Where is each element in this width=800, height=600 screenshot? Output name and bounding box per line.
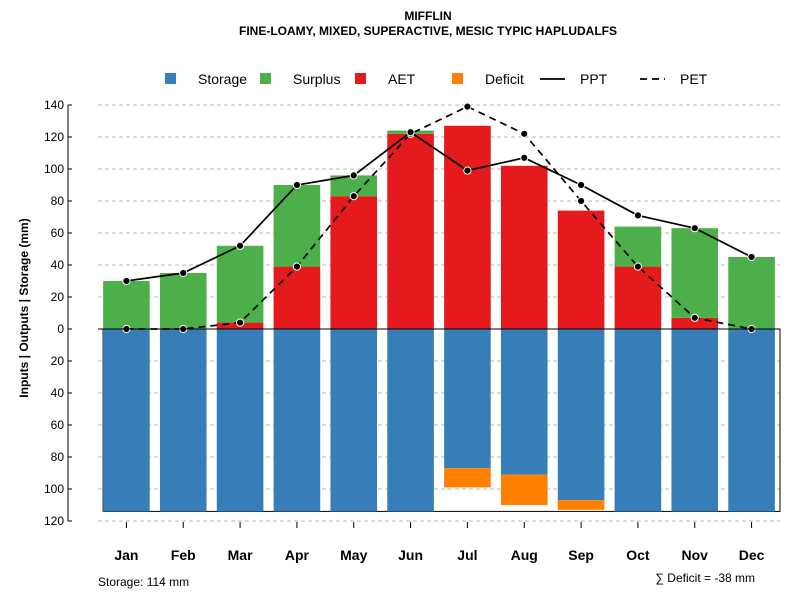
y-tick-label: 100	[44, 162, 64, 176]
pet-point	[520, 129, 529, 138]
pet-point	[292, 262, 302, 271]
legend-label-surplus: Surplus	[293, 71, 340, 87]
storage-bar	[159, 329, 207, 512]
x-tick-label: Aug	[511, 547, 538, 563]
legend-label-pet: PET	[680, 71, 708, 87]
deficit-bar	[444, 468, 491, 488]
pet-line	[126, 105, 752, 330]
ppt-point	[235, 241, 245, 250]
surplus-bar	[216, 245, 264, 323]
storage-bar	[273, 329, 321, 512]
aet-bar	[500, 165, 548, 329]
chart-title: MIFFLIN	[404, 9, 451, 23]
storage-bar	[728, 329, 775, 512]
ppt-point	[406, 128, 415, 137]
y-tick-label: 0	[57, 322, 64, 336]
footer-deficit: ∑ Deficit = -38 mm	[655, 571, 755, 585]
y-tick-label: 80	[51, 450, 65, 464]
y-tick-label: 40	[51, 386, 65, 400]
pet-point	[463, 102, 472, 111]
x-tick-label: Feb	[171, 547, 196, 563]
x-tick-label: Nov	[682, 547, 709, 563]
storage-bar	[614, 329, 662, 512]
aet-bar	[330, 196, 378, 329]
storage-bar	[671, 329, 719, 512]
surplus-bar	[330, 175, 378, 197]
legend-swatch-deficit	[452, 73, 463, 84]
grid-lines	[98, 104, 780, 522]
storage-bar	[330, 329, 378, 512]
storage-bar	[557, 329, 605, 501]
ppt-point	[690, 224, 699, 233]
ppt-point	[179, 268, 188, 278]
y-tick-label: 120	[44, 130, 64, 144]
x-tick-label: Jun	[398, 547, 423, 563]
y-tick-label: 140	[44, 98, 64, 112]
legend-label-deficit: Deficit	[485, 71, 524, 87]
y-tick-label: 100	[44, 482, 64, 496]
storage-bar	[500, 329, 548, 475]
legend-label-aet: AET	[388, 71, 416, 87]
x-tick-label: Sep	[568, 547, 594, 563]
deficit-bar	[557, 500, 605, 510]
y-tick-label: 60	[51, 226, 65, 240]
pet-point	[690, 313, 699, 322]
surplus-bar	[728, 257, 775, 329]
surplus-bar	[671, 228, 719, 318]
ppt-line	[126, 131, 752, 282]
axes-layer: 140 120 100 80 60 40 20 0 20 40 60 80 100 120 Jan Feb Ma…	[44, 98, 780, 563]
aet-bar	[273, 266, 321, 329]
surplus-bar	[159, 273, 207, 329]
aet-bar	[387, 133, 434, 329]
legend-swatch-surplus	[260, 73, 271, 84]
x-tick-label: Jul	[457, 547, 477, 563]
ppt-point	[520, 153, 529, 162]
ppt-point	[463, 166, 472, 175]
aet-bar	[557, 210, 605, 329]
pet-point	[235, 318, 245, 327]
y-tick-label: 120	[44, 514, 64, 528]
ppt-point	[747, 252, 756, 262]
y-tick-label: 40	[51, 258, 65, 272]
x-tick-label: Apr	[285, 547, 310, 563]
footer-storage: Storage: 114 mm	[98, 575, 189, 589]
legend-swatch-storage	[165, 73, 176, 84]
pet-point	[576, 196, 586, 206]
x-tick-label: Oct	[626, 547, 650, 563]
deficit-bar	[500, 474, 548, 505]
aet-bar	[614, 266, 662, 329]
y-axis-label: Inputs | Outputs | Storage (mm)	[17, 218, 31, 397]
x-tick-label: Mar	[228, 547, 253, 563]
bars-layer	[102, 125, 781, 512]
ppt-point	[122, 276, 131, 286]
y-tick-label: 20	[51, 290, 65, 304]
x-tick-label: May	[340, 547, 367, 563]
y-tick-label: 80	[51, 194, 65, 208]
pet-point	[349, 192, 358, 201]
chart-subtitle: FINE-LOAMY, MIXED, SUPERACTIVE, MESIC TY…	[239, 24, 617, 38]
legend-label-storage: Storage	[198, 71, 247, 87]
y-tick-label: 20	[51, 354, 65, 368]
legend: Storage Surplus AET Deficit PPT PET	[165, 71, 708, 87]
pet-point	[633, 262, 643, 271]
surplus-bar	[273, 185, 321, 267]
storage-bar	[387, 329, 434, 512]
aet-bar	[444, 125, 491, 329]
legend-swatch-aet	[355, 73, 366, 84]
surplus-bar	[103, 281, 150, 329]
ppt-point	[576, 180, 586, 190]
x-tick-label: Dec	[739, 547, 765, 563]
ppt-point	[349, 171, 358, 180]
storage-bar	[216, 329, 264, 512]
storage-bar	[444, 329, 491, 469]
legend-label-ppt: PPT	[580, 71, 608, 87]
x-tick-label: Jan	[114, 547, 138, 563]
storage-bar	[103, 329, 150, 512]
surplus-bar	[614, 226, 662, 267]
aet-bar	[671, 317, 719, 329]
ppt-point	[633, 211, 643, 220]
y-tick-label: 60	[51, 418, 65, 432]
ppt-point	[292, 180, 302, 190]
